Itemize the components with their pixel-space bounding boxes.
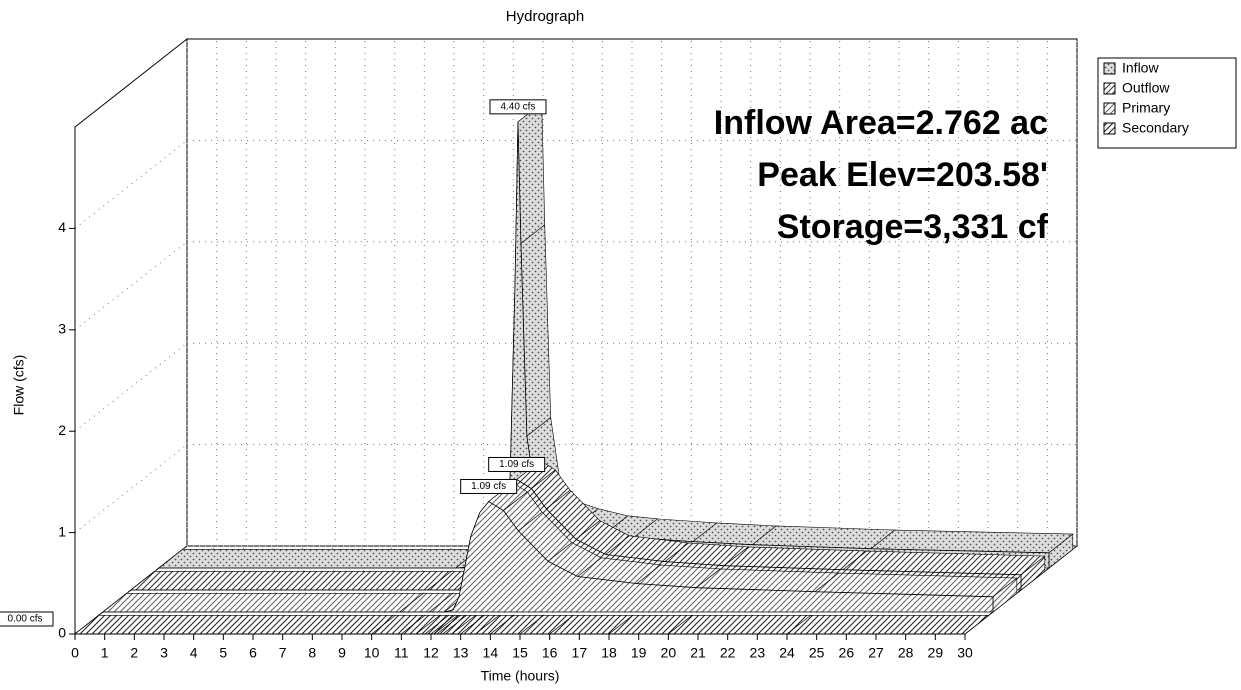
legend-swatch xyxy=(1103,122,1116,135)
legend-label: Outflow xyxy=(1122,80,1170,96)
x-tick-label: 11 xyxy=(394,645,409,661)
x-tick-label: 17 xyxy=(572,645,588,661)
legend-swatch xyxy=(1103,102,1116,115)
y-tick-label: 2 xyxy=(58,422,66,438)
y-tick-label: 1 xyxy=(58,523,66,539)
ribbon-end xyxy=(964,615,989,635)
x-axis-label: Time (hours) xyxy=(481,668,560,684)
x-tick-label: 3 xyxy=(160,645,168,661)
ribbon-top xyxy=(517,102,546,245)
x-tick-label: 21 xyxy=(690,645,706,661)
legend-swatch xyxy=(1103,82,1116,95)
peak-label-box xyxy=(0,611,54,627)
annotation: Inflow Area=2.762 ac xyxy=(714,104,1048,142)
x-tick-label: 5 xyxy=(219,645,227,661)
x-tick-label: 9 xyxy=(338,645,346,661)
x-tick-label: 2 xyxy=(130,645,138,661)
x-tick-label: 14 xyxy=(483,645,499,661)
ribbon-top xyxy=(786,614,990,635)
legend-label: Primary xyxy=(1122,100,1170,116)
x-tick-label: 29 xyxy=(928,645,944,661)
x-tick-label: 23 xyxy=(750,645,766,661)
peak-label-box xyxy=(489,99,547,115)
annotation: Storage=3,331 cf xyxy=(777,208,1049,246)
legend-box xyxy=(1097,57,1237,149)
x-tick-label: 26 xyxy=(839,645,855,661)
x-tick-label: 1 xyxy=(101,645,109,661)
x-tick-label: 15 xyxy=(512,645,528,661)
y-tick-label: 4 xyxy=(58,219,66,235)
peak-label-box xyxy=(460,478,518,494)
peak-label-box xyxy=(488,456,546,472)
x-tick-label: 25 xyxy=(809,645,825,661)
x-tick-label: 7 xyxy=(279,645,287,661)
x-tick-label: 12 xyxy=(423,645,439,661)
peak-label: 4.40 cfs xyxy=(500,101,535,112)
ribbon-top xyxy=(667,614,812,635)
chart-title: Hydrograph xyxy=(506,8,584,25)
peak-label: 0.00 cfs xyxy=(7,614,42,625)
ribbon-top xyxy=(102,592,425,613)
ribbon-top xyxy=(130,570,453,591)
x-tick-label: 4 xyxy=(190,645,198,661)
ribbon-top xyxy=(158,548,481,569)
x-tick-label: 6 xyxy=(249,645,257,661)
peak-label: 1.09 cfs xyxy=(471,481,506,492)
annotation: Peak Elev=203.58' xyxy=(757,156,1048,194)
x-tick-label: 13 xyxy=(453,645,469,661)
ribbon-top xyxy=(74,614,397,635)
x-tick-label: 0 xyxy=(71,645,79,661)
x-tick-label: 24 xyxy=(779,645,795,661)
peak-label: 1.09 cfs xyxy=(499,459,534,470)
left-wall xyxy=(74,37,188,636)
x-tick-label: 30 xyxy=(957,645,973,661)
x-tick-label: 16 xyxy=(542,645,558,661)
legend-swatch xyxy=(1103,62,1116,75)
series-area xyxy=(103,500,994,613)
x-tick-label: 18 xyxy=(601,645,617,661)
y-tick-label: 3 xyxy=(58,321,66,337)
x-tick-label: 28 xyxy=(898,645,914,661)
x-tick-label: 20 xyxy=(661,645,677,661)
x-tick-label: 10 xyxy=(364,645,380,661)
y-axis-label: Flow (cfs) xyxy=(11,355,27,416)
y-tick-label: 0 xyxy=(58,625,66,641)
x-tick-label: 27 xyxy=(868,645,884,661)
legend-label: Inflow xyxy=(1122,60,1159,76)
legend-label: Secondary xyxy=(1122,120,1189,136)
x-tick-label: 19 xyxy=(631,645,647,661)
x-tick-label: 8 xyxy=(308,645,316,661)
x-tick-label: 22 xyxy=(720,645,736,661)
